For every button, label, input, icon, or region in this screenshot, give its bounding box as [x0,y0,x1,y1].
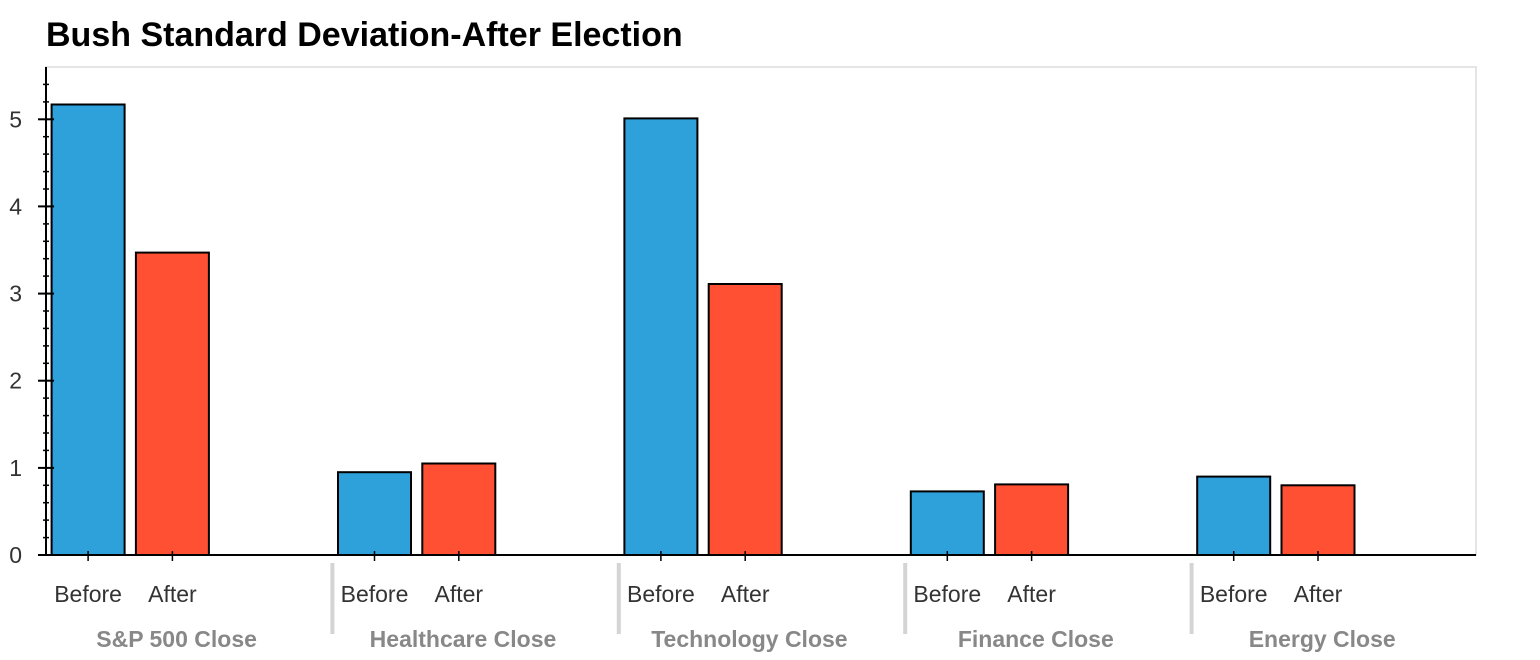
x-group-label: S&P 500 Close [96,626,257,652]
x-subcategory-label: Before [1200,581,1268,607]
chart-title: Bush Standard Deviation-After Election [46,16,683,54]
bar-after-1 [134,251,210,556]
x-group-label: Energy Close [1249,626,1396,652]
x-subcategory-label: Before [627,581,695,607]
x-group-label: Healthcare Close [370,626,557,652]
x-group-label: Technology Close [651,626,847,652]
x-subcategory-label: After [1007,581,1056,607]
x-group-label: Finance Close [958,626,1114,652]
bars-layer [50,103,1356,557]
y-tick-label: 5 [9,106,22,132]
y-tick-label: 1 [9,455,22,481]
bar-before-1 [50,103,126,556]
bar-after-5 [1280,484,1356,556]
x-subcategory-label: After [721,581,770,607]
x-subcategory-label: After [148,581,197,607]
y-axis: 0 1 2 3 4 5 [9,67,54,568]
bar-before-3 [623,117,699,557]
x-subcategory-label: Before [913,581,981,607]
bar-after-4 [994,483,1070,556]
x-axis: Before After S&P 500 Close Before After Healt… [46,551,1476,652]
bar-before-4 [909,490,985,556]
x-subcategory-label: Before [54,581,122,607]
x-subcategory-label: After [435,581,484,607]
y-tick-label: 2 [9,368,22,394]
bar-before-5 [1196,475,1272,557]
bar-after-3 [707,283,783,556]
y-tick-label: 3 [9,281,22,307]
y-tick-label: 4 [9,193,22,219]
bar-before-2 [337,471,412,557]
x-subcategory-label: After [1294,581,1343,607]
y-tick-label: 0 [9,542,22,568]
bar-after-2 [421,462,497,556]
x-subcategory-label: Before [341,581,409,607]
